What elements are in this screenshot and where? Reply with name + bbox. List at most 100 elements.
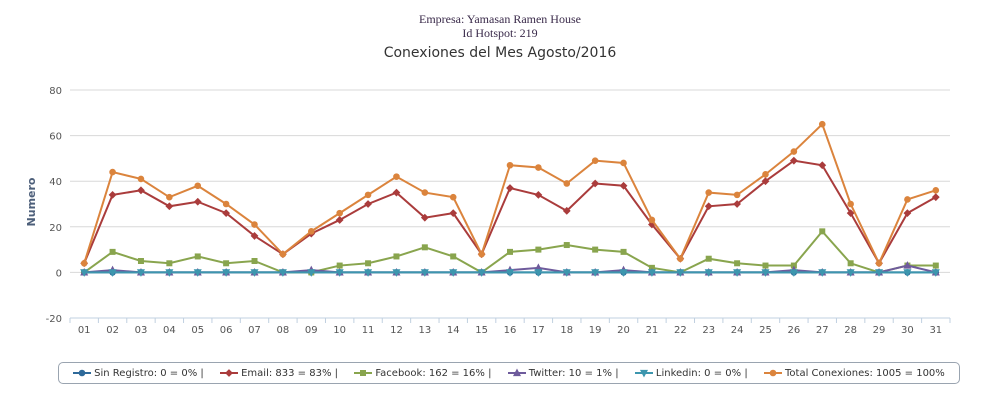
- data-point-facebook: [507, 248, 513, 255]
- data-point-facebook: [365, 260, 372, 267]
- chart-header: Empresa: Yamasan Ramen House Id Hotspot:…: [0, 12, 1000, 61]
- data-point-total-conexiones: [677, 255, 684, 263]
- data-point-email: [364, 200, 372, 208]
- data-point-linkedin: [505, 269, 515, 277]
- legend-label: Total Conexiones: 1005 = 100%: [785, 367, 945, 379]
- data-point-email: [534, 190, 543, 199]
- x-tick-label: 07: [248, 325, 261, 336]
- data-point-total-conexiones: [648, 216, 656, 224]
- x-tick-label: 17: [532, 325, 545, 336]
- data-point-linkedin: [335, 269, 344, 277]
- x-tick-label: 28: [844, 325, 857, 336]
- data-point-facebook: [620, 248, 627, 255]
- data-point-linkedin: [818, 269, 827, 277]
- data-point-linkedin: [676, 269, 685, 277]
- data-point-facebook: [847, 260, 854, 267]
- data-point-linkedin: [619, 269, 628, 277]
- legend-item-email[interactable]: Email: 833 = 83% |: [220, 368, 338, 379]
- data-point-total-conexiones: [137, 175, 145, 183]
- data-point-linkedin: [562, 269, 571, 277]
- data-point-linkedin: [761, 269, 770, 277]
- data-point-total-conexiones: [535, 164, 542, 171]
- data-point-linkedin: [647, 269, 656, 277]
- data-point-facebook: [194, 253, 201, 260]
- y-tick-label: 40: [49, 177, 62, 188]
- data-point-email: [420, 213, 429, 222]
- data-point-total-conexiones: [591, 157, 599, 164]
- data-point-email: [193, 197, 202, 206]
- legend-symbol-icon: [634, 369, 653, 378]
- data-point-total-conexiones: [904, 196, 911, 203]
- y-tick-label: 60: [49, 132, 62, 143]
- data-point-linkedin: [364, 269, 373, 277]
- legend-marker-icon: [360, 370, 367, 376]
- x-tick-label: 01: [78, 325, 91, 336]
- data-point-linkedin: [534, 269, 543, 277]
- legend-symbol-icon: [764, 369, 783, 377]
- x-tick-label: 16: [504, 325, 517, 336]
- data-point-total-conexiones: [251, 221, 258, 228]
- data-point-total-conexiones: [875, 259, 883, 267]
- data-point-email: [761, 177, 770, 186]
- legend-item-facebook[interactable]: Facebook: 162 = 16% |: [354, 368, 491, 379]
- data-point-linkedin: [477, 269, 486, 277]
- data-point-email: [335, 216, 344, 224]
- company-name: Empresa: Yamasan Ramen House: [419, 12, 581, 26]
- data-point-facebook: [393, 253, 400, 260]
- data-point-email: [619, 181, 628, 190]
- data-point-facebook: [535, 246, 542, 253]
- data-point-linkedin: [193, 269, 202, 277]
- data-point-total-conexiones: [620, 159, 627, 167]
- x-tick-label: 31: [929, 325, 942, 336]
- data-point-total-conexiones: [733, 191, 741, 199]
- data-point-linkedin: [165, 269, 174, 277]
- legend-item-linkedin[interactable]: Linkedin: 0 = 0% |: [634, 368, 748, 379]
- data-point-total-conexiones: [563, 180, 571, 187]
- x-tick-label: 09: [305, 325, 318, 336]
- x-tick-label: 12: [390, 325, 403, 336]
- data-point-total-conexiones: [279, 250, 287, 258]
- data-point-total-conexiones: [194, 182, 202, 190]
- data-point-facebook: [336, 262, 343, 269]
- data-point-total-conexiones: [364, 191, 372, 199]
- x-tick-label: 14: [447, 325, 460, 336]
- legend-symbol-icon: [354, 370, 373, 376]
- x-tick-label: 13: [418, 325, 431, 336]
- data-point-email: [704, 202, 713, 211]
- data-point-email: [931, 193, 940, 202]
- x-tick-label: 15: [475, 325, 488, 336]
- data-point-twitter: [903, 261, 912, 269]
- legend-marker-icon: [225, 369, 234, 377]
- x-tick-label: 11: [362, 325, 375, 336]
- legend-item-sin-registro[interactable]: Sin Registro: 0 = 0% |: [73, 368, 204, 379]
- data-point-linkedin: [903, 269, 912, 277]
- x-tick-label: 27: [816, 325, 829, 336]
- data-point-total-conexiones: [166, 193, 173, 201]
- legend-item-total-conexiones[interactable]: Total Conexiones: 1005 = 100%: [764, 368, 945, 379]
- data-point-total-conexiones: [932, 187, 940, 194]
- data-point-total-conexiones: [80, 259, 88, 267]
- legend-symbol-icon: [220, 369, 239, 377]
- data-point-total-conexiones: [790, 148, 798, 155]
- legend-item-twitter[interactable]: Twitter: 10 = 1% |: [507, 368, 619, 379]
- data-point-facebook: [734, 260, 741, 267]
- legend-label: Email: 833 = 83% |: [241, 367, 338, 379]
- data-point-total-conexiones: [705, 189, 713, 196]
- data-point-email: [250, 232, 259, 240]
- chart-series: [80, 120, 940, 277]
- data-point-email: [789, 156, 798, 165]
- data-point-facebook: [251, 258, 258, 264]
- data-point-linkedin: [250, 269, 259, 277]
- data-point-total-conexiones: [478, 250, 485, 258]
- data-point-total-conexiones: [449, 193, 457, 201]
- y-axis-ticks: -20 0 20 40 60 80: [46, 86, 62, 325]
- data-point-total-conexiones: [307, 228, 315, 235]
- series-total-conexiones: [80, 120, 940, 267]
- data-point-email: [392, 188, 401, 197]
- data-point-linkedin: [591, 269, 600, 277]
- data-point-linkedin: [931, 269, 940, 277]
- x-tick-label: 03: [135, 325, 148, 336]
- x-tick-label: 20: [617, 325, 630, 336]
- x-tick-label: 06: [220, 325, 233, 336]
- x-tick-label: 08: [277, 325, 290, 336]
